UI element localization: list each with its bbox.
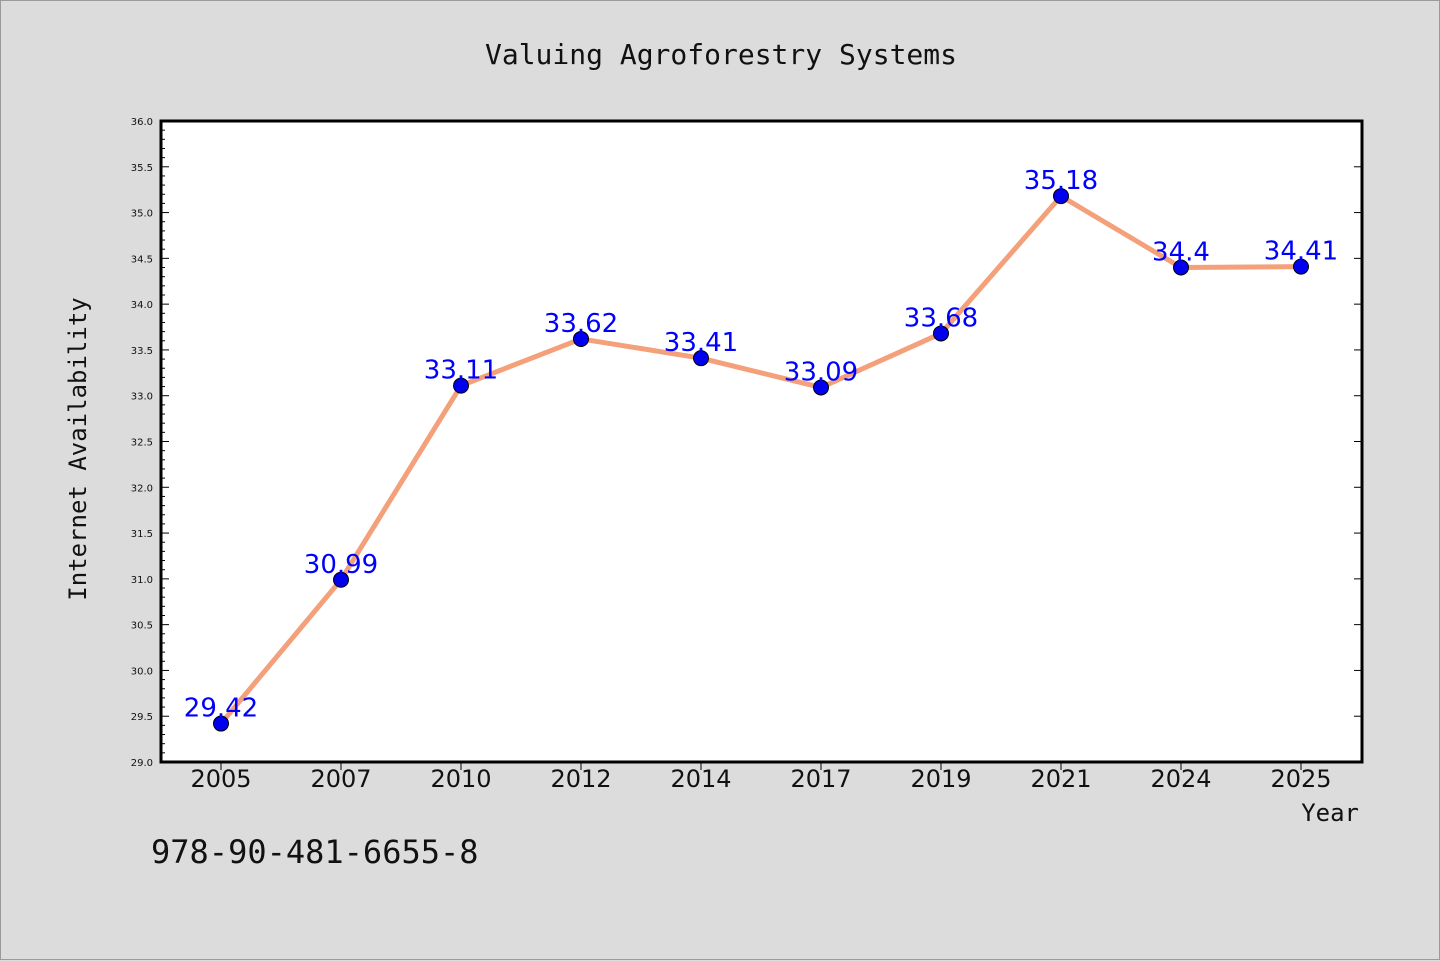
- y-axis-title: Internet Availability: [64, 297, 92, 600]
- data-point: [1293, 258, 1309, 275]
- series-line: [218, 193, 1304, 727]
- data-label: 33.62: [544, 309, 618, 339]
- y-tick-label: 31.0: [131, 575, 153, 586]
- x-tick-label: 2010: [430, 765, 491, 793]
- data-point: [573, 330, 589, 347]
- x-tick-label: 2024: [1150, 765, 1211, 793]
- x-tick-label: 2014: [670, 765, 731, 793]
- y-tick-label: 33.0: [131, 392, 153, 403]
- y-tick-label: 32.5: [131, 438, 153, 449]
- x-axis-title: Year: [1301, 799, 1359, 827]
- data-label: 29.42: [184, 694, 258, 724]
- data-point: [333, 571, 349, 588]
- y-tick-label: 29.0: [131, 758, 153, 769]
- data-label: 34.4: [1152, 238, 1210, 268]
- data-point: [933, 325, 949, 342]
- x-tick-label: 2019: [910, 765, 971, 793]
- x-axis: 2005 2007 2010 2012 2014 2017 2019 2021 2024 2025: [190, 762, 1332, 793]
- y-tick-label: 36.0: [131, 117, 153, 128]
- data-point: [693, 350, 709, 367]
- data-point: [1173, 259, 1189, 276]
- y-tick-label: 30.0: [131, 666, 153, 677]
- footer-code: 978-90-481-6655-8: [151, 833, 479, 871]
- x-tick-label: 2017: [790, 765, 851, 793]
- y-tick-label: 33.5: [131, 346, 153, 357]
- data-label: 33.09: [784, 357, 858, 387]
- y-tick-label: 34.0: [131, 300, 153, 311]
- x-tick-label: 2025: [1270, 765, 1331, 793]
- data-label: 33.68: [904, 303, 978, 333]
- x-tick-label: 2005: [190, 765, 251, 793]
- data-label: 33.41: [664, 328, 738, 358]
- y-axis: 29.0 29.5 30.0 30.5 31.0 31.5 32.0 32.5 33.0 33.5…: [131, 117, 1362, 769]
- y-tick-label: 35.5: [131, 163, 153, 174]
- x-tick-label: 2021: [1030, 765, 1091, 793]
- data-point: [213, 715, 229, 732]
- data-label: 35.18: [1024, 166, 1098, 196]
- data-label: 34.41: [1264, 237, 1338, 267]
- x-tick-label: 2007: [310, 765, 371, 793]
- y-tick-label: 29.5: [131, 712, 153, 723]
- y-tick-label: 31.5: [131, 529, 153, 540]
- data-point: [453, 377, 469, 394]
- chart-title: Valuing Agroforestry Systems: [485, 38, 957, 71]
- data-label: 33.11: [424, 356, 498, 386]
- x-tick-label: 2012: [550, 765, 611, 793]
- data-label: 30.99: [304, 550, 378, 580]
- plot-area: [159, 119, 1364, 764]
- y-tick-label: 34.5: [131, 254, 153, 265]
- data-point: [1053, 188, 1069, 205]
- y-tick-label: 30.5: [131, 621, 153, 632]
- y-tick-label: 32.0: [131, 483, 153, 494]
- series-group: 29.42 30.99 33.11 33.62 33.41 33.09 33.68 35.18…: [184, 166, 1338, 732]
- y-tick-label: 35.0: [131, 209, 153, 220]
- data-point: [813, 379, 829, 396]
